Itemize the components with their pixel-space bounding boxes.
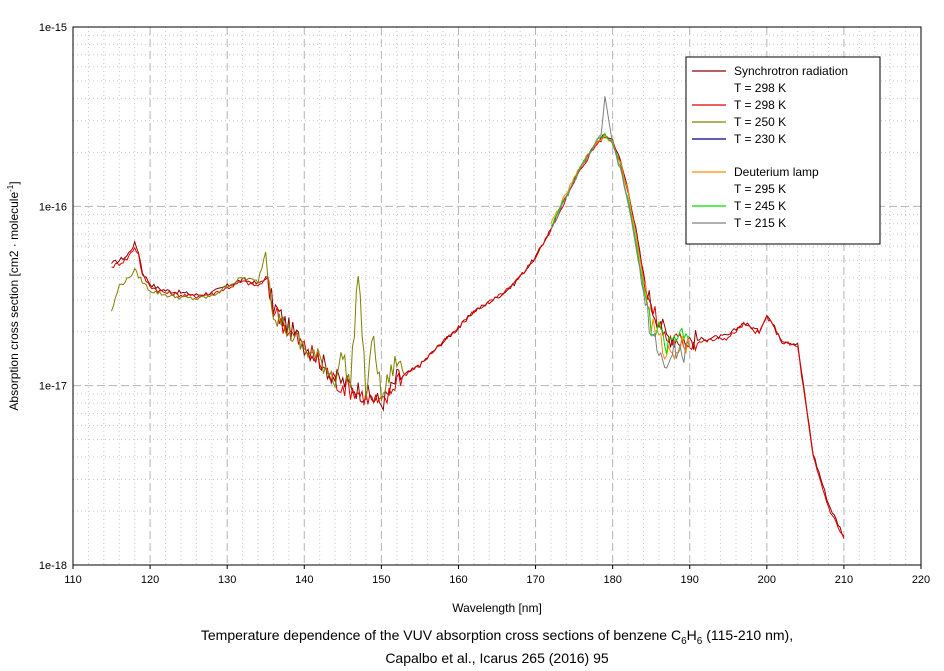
x-tick-label: 190	[681, 574, 699, 586]
tick-labels: 110 120 130 140 150 160 170 180 190 200 210 220 1e-1…	[39, 22, 930, 586]
y-tick-label: 1e-16	[39, 201, 67, 213]
y-tick-label: 1e-18	[39, 560, 67, 572]
y-axis-title-sup: -1	[6, 184, 15, 192]
y-axis-title: Absorption cross section [cm2 · molecule…	[6, 181, 21, 410]
x-tick-label: 150	[372, 574, 390, 586]
legend-label: T = 250 K	[734, 115, 786, 129]
x-axis-title: Wavelength [nm]	[452, 601, 542, 615]
legend-label: T = 298 K	[734, 81, 786, 95]
legend-label: T = 215 K	[734, 216, 786, 230]
x-tick-label: 140	[295, 574, 313, 586]
series-line	[550, 134, 691, 361]
x-tick-label: 130	[218, 574, 236, 586]
x-tick-label: 220	[912, 574, 930, 586]
legend-label: T = 298 K	[734, 98, 786, 112]
legend-label: Deuterium lamp	[734, 165, 819, 179]
x-tick-label: 210	[835, 574, 853, 586]
y-tick-label: 1e-17	[39, 381, 67, 393]
caption-line-2: Capalbo et al., Icarus 265 (2016) 95	[385, 650, 609, 666]
x-tick-label: 170	[526, 574, 544, 586]
series-line	[550, 96, 691, 369]
series-line	[111, 135, 845, 539]
x-tick-label: 160	[449, 574, 467, 586]
legend: Synchrotron radiation T = 298 K T = 298 K T…	[685, 56, 881, 245]
x-tick-label: 200	[758, 574, 776, 586]
x-tick-label: 120	[141, 574, 159, 586]
y-tick-label: 1e-15	[39, 22, 67, 34]
caption-text-b: (115-210 nm),	[702, 627, 793, 643]
legend-box	[685, 56, 881, 245]
caption-text-h: H	[687, 627, 697, 643]
x-tick-label: 180	[603, 574, 621, 586]
legend-label: T = 245 K	[734, 199, 786, 213]
y-axis-title-close: ]	[7, 181, 21, 184]
legend-items: Synchrotron radiation T = 298 K T = 298 K T…	[692, 64, 848, 230]
legend-label: T = 230 K	[734, 132, 786, 146]
caption-text-a: Temperature dependence of the VUV absorp…	[201, 627, 681, 643]
plot-frame	[72, 26, 922, 566]
caption-sub-1: 6	[681, 636, 687, 647]
caption-line-1: Temperature dependence of the VUV absorp…	[201, 627, 793, 647]
series-line	[550, 132, 690, 355]
legend-label: T = 295 K	[734, 182, 786, 196]
legend-label: Synchrotron radiation	[734, 64, 848, 78]
x-tick-label: 110	[64, 574, 82, 586]
caption-sub-2: 6	[697, 636, 703, 647]
y-axis-title-main: Absorption cross section [cm2 · molecule	[7, 192, 21, 411]
series-line	[111, 251, 405, 401]
series-layer	[111, 96, 845, 539]
